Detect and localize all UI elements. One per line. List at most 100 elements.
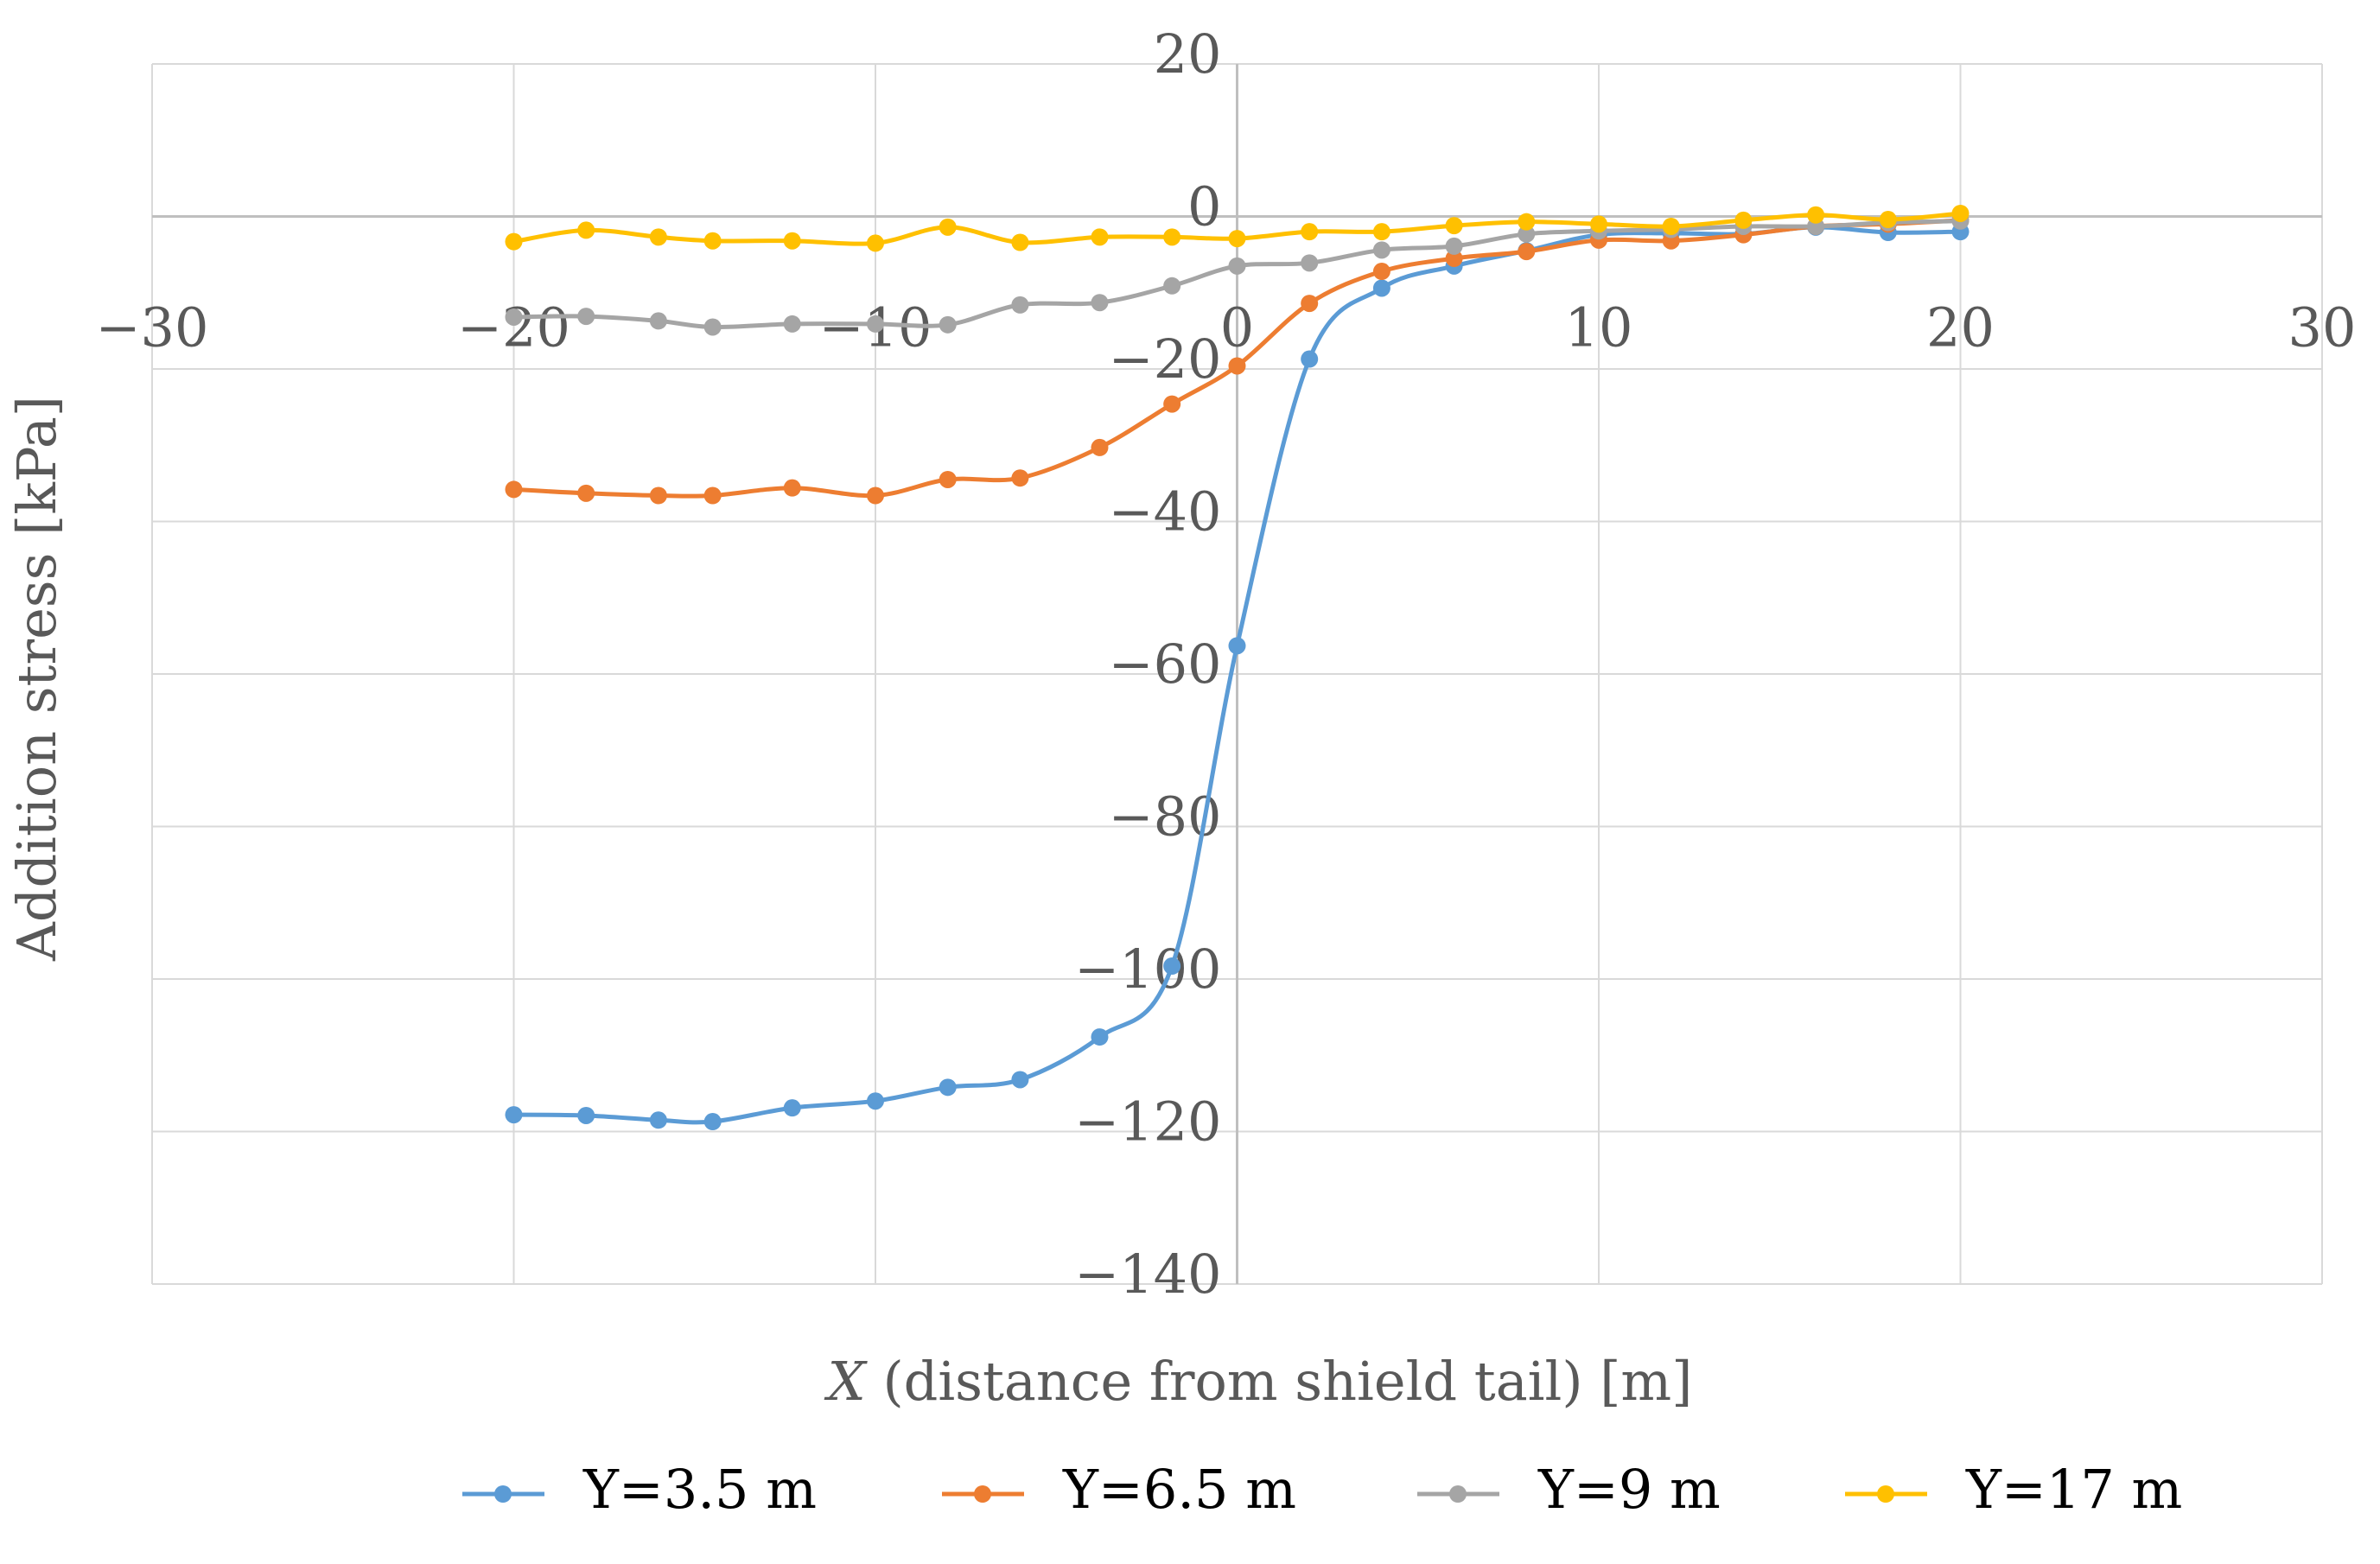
data-point [1228,257,1246,275]
data-point [1807,206,1825,224]
axis-titles: Addition stress [kPa] X (distance from s… [5,396,1692,1413]
y-tick-label: 0 [1187,175,1221,238]
y-tick-label: −100 [1074,938,1221,1001]
data-point [703,486,722,505]
data-point [703,1113,722,1131]
legend-marker [1877,1485,1894,1503]
data-point [867,315,884,333]
data-point [1011,296,1029,314]
data-point [1011,469,1029,487]
x-axis-title-variable: X [824,1350,869,1413]
data-point [1879,211,1897,229]
data-point [577,1106,595,1124]
data-point [1228,357,1246,375]
data-point [1163,277,1181,295]
data-point [1011,233,1029,251]
x-tick-label: 20 [1926,296,1995,359]
y-tick-label: −40 [1109,480,1222,544]
data-point [1091,1028,1109,1046]
legend-entry: Y=9 m [1417,1458,1721,1521]
y-tick-label: −20 [1109,327,1222,391]
data-point [1301,350,1319,368]
data-point [1951,204,1970,222]
data-point [649,486,667,505]
data-point [1163,395,1181,413]
x-tick-label: 10 [1565,296,1633,359]
legend-entry: Y=6.5 m [942,1458,1296,1521]
data-point [1091,294,1109,312]
data-point [1734,211,1753,229]
data-point [783,315,801,333]
series-y-17-m [505,204,1970,252]
data-point [1091,438,1109,456]
legend-marker [974,1485,991,1503]
data-point [505,232,523,251]
data-point [1590,215,1607,233]
data-point [703,318,722,336]
legend-label: Y=3.5 m [582,1458,817,1521]
data-point [1662,217,1680,235]
tick-labels: −30−20−100102030200−20−40−60−80−100−120−… [96,22,2357,1306]
legend-label: Y=6.5 m [1062,1458,1296,1521]
data-point [1372,279,1390,297]
data-point [1372,223,1390,241]
data-point [939,1078,957,1097]
x-tick-label: 30 [2288,296,2357,359]
data-point [1518,213,1536,231]
data-point [649,228,667,246]
legend-label: Y=9 m [1537,1458,1721,1521]
data-point [1163,957,1181,975]
legend: Y=3.5 m Y=6.5 m Y=9 m Y=17 m [462,1458,2182,1521]
legend-marker [1449,1485,1467,1503]
data-point [1011,1071,1029,1089]
data-point [1228,230,1246,248]
data-point [1228,637,1246,655]
data-point [867,234,884,252]
data-point [1372,263,1390,281]
data-point [1372,241,1390,259]
data-point [867,1092,884,1110]
data-point [1445,250,1463,268]
legend-marker [494,1485,512,1503]
data-point [939,315,957,334]
y-tick-label: 20 [1154,22,1222,86]
data-point [577,484,595,502]
data-point [649,1111,667,1129]
data-point [703,232,722,250]
y-tick-label: −60 [1109,633,1222,696]
x-axis-title: X (distance from shield tail) [m] [824,1350,1693,1413]
data-point [505,480,523,499]
y-tick-label: −120 [1074,1090,1221,1154]
data-point [783,1099,801,1117]
data-point [783,479,801,497]
data-point [1445,217,1463,235]
data-point [939,218,957,236]
x-tick-label: −20 [457,296,570,359]
y-tick-label: −140 [1074,1243,1221,1306]
series-y-9-m [505,212,1970,336]
data-point [649,312,667,330]
x-tick-label: −30 [96,296,209,359]
data-point [1301,295,1319,313]
series-lines [505,204,1970,1131]
data-point [505,1106,523,1124]
data-point [1518,225,1536,243]
x-tick-label: 0 [1220,296,1254,359]
data-point [1518,243,1536,261]
data-point [1301,254,1319,272]
data-point [577,308,595,326]
legend-label: Y=17 m [1965,1458,2182,1521]
data-point [1091,228,1109,246]
data-point [1163,228,1181,246]
legend-entry: Y=3.5 m [462,1458,817,1521]
data-point [1445,237,1463,255]
data-point [1301,223,1319,241]
data-point [867,486,884,505]
data-point [939,470,957,488]
y-axis-title: Addition stress [kPa] [5,396,68,962]
data-point [783,232,801,250]
x-axis-title-text: (distance from shield tail) [m] [866,1350,1693,1413]
data-point [577,221,595,239]
legend-entry: Y=17 m [1845,1458,2182,1521]
